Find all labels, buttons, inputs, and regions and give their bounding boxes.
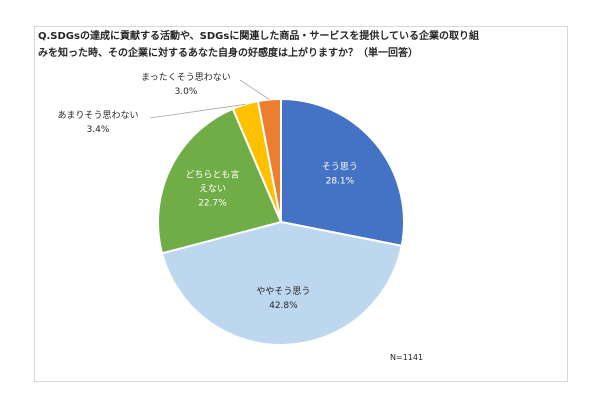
chart-title-line-2: みを知った時、その企業に対するあなた自身の好感度は上がりますか？（単一回答） [38,48,418,59]
slice-category-label-3: どちらとも言 [185,169,239,181]
leader-line-5 [239,79,270,100]
slice-value-label-1: 28.1% [326,177,355,187]
slice-value-label-4: 3.4% [87,125,110,135]
chart-title: Q.SDGsの達成に貢献する活動や、SDGsに関連した商品・サービスを提供してい… [38,28,508,62]
pie-slice-3 [157,107,283,255]
slice-category-label-2: ややそう思う [256,286,310,297]
slice-value-label-3: 22.7% [198,199,227,209]
slice-category-label-5: まったくそう思わない [141,72,231,83]
sample-size-note: N=1141 [390,353,424,362]
pie-slice-5 [256,97,282,223]
leader-line-4 [149,103,246,119]
slice-value-label-2: 42.8% [269,301,298,311]
slice-category-label-1: そう思う [322,162,358,173]
slice-category-label-3: えない [199,184,226,195]
slice-value-label-5: 3.0% [175,87,198,97]
pie-slice-1 [280,97,405,247]
pie-slice-2 [160,220,403,346]
slice-category-label-4: あまりそう思わない [57,110,138,121]
chart-title-line-1: Q.SDGsの達成に貢献する活動や、SDGsに関連した商品・サービスを提供してい… [38,31,480,42]
